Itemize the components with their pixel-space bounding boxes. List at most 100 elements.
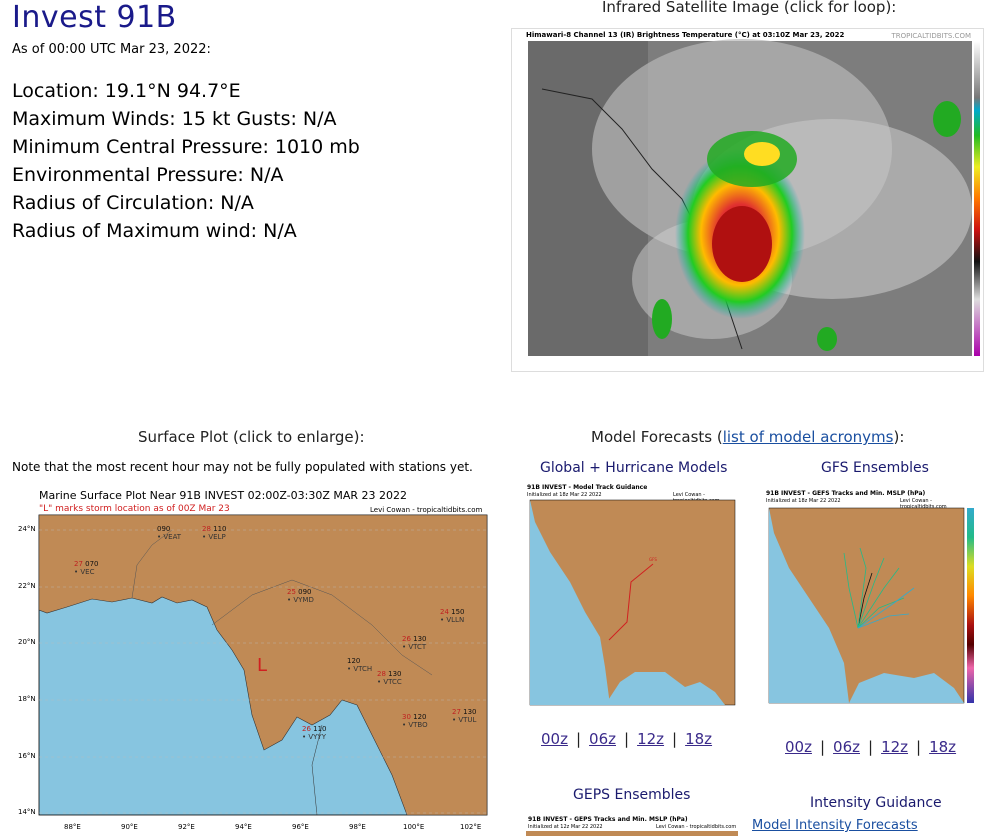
lat-label: 14°N bbox=[18, 808, 36, 816]
station-id: • VTBO bbox=[402, 721, 428, 729]
global-model-track-image[interactable]: 91B INVEST - Model Track Guidance Initia… bbox=[525, 482, 739, 714]
station-id: • VELP bbox=[202, 533, 226, 541]
station-temp: 26 bbox=[402, 635, 411, 643]
radius-circulation-stat: Radius of Circulation: N/A bbox=[12, 192, 254, 214]
lat-label: 22°N bbox=[18, 582, 36, 590]
satellite-caption: Infrared Satellite Image (click for loop… bbox=[602, 0, 897, 16]
lon-label: 102°E bbox=[460, 823, 482, 831]
gefs-title: 91B INVEST - GEFS Tracks and Min. MSLP (… bbox=[766, 490, 926, 497]
surface-plot-image[interactable]: Marine Surface Plot Near 91B INVEST 02:0… bbox=[12, 485, 492, 836]
surface-plot-subtitle: "L" marks storm location as of 00Z Mar 2… bbox=[39, 504, 230, 514]
gefs-run-link-00z[interactable]: 00z bbox=[785, 738, 812, 756]
lon-label: 88°E bbox=[64, 823, 81, 831]
station-observation: 27 070 • VEC bbox=[74, 560, 99, 576]
gefs-credit: Levi Cowan - tropicaltidbits.com bbox=[900, 498, 947, 510]
geps-ensembles-heading: GEPS Ensembles bbox=[573, 787, 691, 803]
station-pressure: 130 bbox=[385, 670, 402, 678]
station-id: • VTCC bbox=[377, 678, 402, 686]
geps-credit: Levi Cowan - tropicaltidbits.com bbox=[656, 824, 737, 830]
global-model-title: 91B INVEST - Model Track Guidance bbox=[527, 484, 648, 491]
surface-plot-credit: Levi Cowan - tropicaltidbits.com bbox=[370, 506, 483, 514]
global-model-run-links: 00z | 06z | 12z | 18z bbox=[541, 730, 713, 748]
station-observation: 28 130 • VTCC bbox=[377, 670, 402, 686]
station-id: • VTUL bbox=[452, 716, 477, 724]
run-link-00z[interactable]: 00z bbox=[541, 730, 568, 748]
station-temp: 30 bbox=[402, 713, 411, 721]
station-id: • VTCT bbox=[402, 643, 427, 651]
gefs-run-link-06z[interactable]: 06z bbox=[833, 738, 860, 756]
satellite-credit: TROPICALTIDBITS.COM bbox=[891, 32, 971, 40]
station-observation: 26 110 • VYYY bbox=[302, 725, 327, 741]
gefs-run-link-18z[interactable]: 18z bbox=[929, 738, 957, 756]
global-model-sub: Initialized at 18z Mar 22 2022 bbox=[527, 492, 602, 498]
lon-label: 96°E bbox=[292, 823, 309, 831]
radius-max-wind-stat: Radius of Maximum wind: N/A bbox=[12, 220, 297, 242]
surface-caption: Surface Plot (click to enlarge): bbox=[138, 428, 365, 446]
station-pressure: 110 bbox=[210, 525, 227, 533]
station-pressure: 090 bbox=[295, 588, 312, 596]
run-link-18z[interactable]: 18z bbox=[685, 730, 713, 748]
gefs-sub: Initialized at 18z Mar 22 2022 bbox=[766, 498, 841, 504]
station-observation: 30 120 • VTBO bbox=[402, 713, 428, 729]
lat-label: 16°N bbox=[18, 752, 36, 760]
station-temp: 27 bbox=[452, 708, 461, 716]
geps-title: 91B INVEST - GEPS Tracks and Min. MSLP (… bbox=[528, 816, 688, 823]
station-temp: 27 bbox=[74, 560, 83, 568]
station-observation: 090 • VEAT bbox=[157, 525, 181, 541]
model-intensity-forecasts-link[interactable]: Model Intensity Forecasts bbox=[752, 818, 918, 833]
station-id: • VEAT bbox=[157, 533, 182, 541]
as-of-timestamp: As of 00:00 UTC Mar 23, 2022: bbox=[12, 42, 211, 57]
station-observation: 26 130 • VTCT bbox=[402, 635, 427, 651]
satellite-title: Himawari-8 Channel 13 (IR) Brightness Te… bbox=[526, 31, 845, 39]
run-link-12z[interactable]: 12z bbox=[637, 730, 665, 748]
lon-label: 98°E bbox=[349, 823, 366, 831]
station-pressure: 130 bbox=[410, 635, 427, 643]
station-id: • VEC bbox=[74, 568, 95, 576]
station-id: • VYMD bbox=[287, 596, 314, 604]
min-pressure-stat: Minimum Central Pressure: 1010 mb bbox=[12, 136, 360, 158]
surface-plot-title: Marine Surface Plot Near 91B INVEST 02:0… bbox=[39, 489, 408, 502]
storm-title: Invest 91B bbox=[12, 0, 177, 35]
lat-label: 24°N bbox=[18, 525, 36, 533]
geps-sub: Initialized at 12z Mar 22 2022 bbox=[528, 824, 603, 830]
station-observation: 25 090 • VYMD bbox=[287, 588, 314, 604]
station-observation: 27 130 • VTUL bbox=[452, 708, 477, 724]
model-caption-suffix: ): bbox=[893, 428, 905, 446]
satellite-image[interactable]: Himawari-8 Channel 13 (IR) Brightness Te… bbox=[511, 28, 984, 372]
gfs-ensembles-heading: GFS Ensembles bbox=[821, 460, 929, 476]
gefs-run-links: 00z | 06z | 12z | 18z bbox=[785, 738, 957, 756]
lon-label: 94°E bbox=[235, 823, 252, 831]
max-winds-stat: Maximum Winds: 15 kt Gusts: N/A bbox=[12, 108, 337, 130]
lon-label: 90°E bbox=[121, 823, 138, 831]
station-pressure: 130 bbox=[460, 708, 477, 716]
station-id: • VYYY bbox=[302, 733, 326, 741]
geps-tracks-image[interactable]: 91B INVEST - GEPS Tracks and Min. MSLP (… bbox=[526, 814, 738, 836]
gefs-run-link-12z[interactable]: 12z bbox=[881, 738, 909, 756]
model-acronyms-link[interactable]: list of model acronyms bbox=[722, 428, 894, 446]
station-observation: 28 110 • VELP bbox=[202, 525, 227, 541]
gefs-map bbox=[768, 507, 974, 704]
run-link-06z[interactable]: 06z bbox=[589, 730, 616, 748]
lat-label: 18°N bbox=[18, 695, 36, 703]
station-temp: 28 bbox=[202, 525, 211, 533]
station-id: • VTCH bbox=[347, 665, 373, 673]
station-temp: 24 bbox=[440, 608, 449, 616]
lon-label: 100°E bbox=[403, 823, 425, 831]
global-model-map bbox=[529, 499, 736, 706]
model-forecasts-caption: Model Forecasts (list of model acronyms)… bbox=[591, 428, 904, 446]
station-pressure: 150 bbox=[448, 608, 465, 616]
model-caption-prefix: Model Forecasts ( bbox=[591, 428, 723, 446]
env-pressure-stat: Environmental Pressure: N/A bbox=[12, 164, 284, 186]
lat-label: 20°N bbox=[18, 638, 36, 646]
station-observation: 24 150 • VLLN bbox=[440, 608, 465, 624]
intensity-guidance-heading: Intensity Guidance bbox=[810, 795, 942, 811]
geps-map-edge bbox=[526, 831, 738, 836]
gefs-tracks-image[interactable]: 91B INVEST - GEFS Tracks and Min. MSLP (… bbox=[764, 488, 980, 710]
lon-label: 92°E bbox=[178, 823, 195, 831]
station-temp: 26 bbox=[302, 725, 311, 733]
station-pressure: 120 bbox=[410, 713, 427, 721]
station-temp: 28 bbox=[377, 670, 386, 678]
station-temp: 25 bbox=[287, 588, 296, 596]
station-pressure: 110 bbox=[310, 725, 327, 733]
location-stat: Location: 19.1°N 94.7°E bbox=[12, 80, 241, 102]
